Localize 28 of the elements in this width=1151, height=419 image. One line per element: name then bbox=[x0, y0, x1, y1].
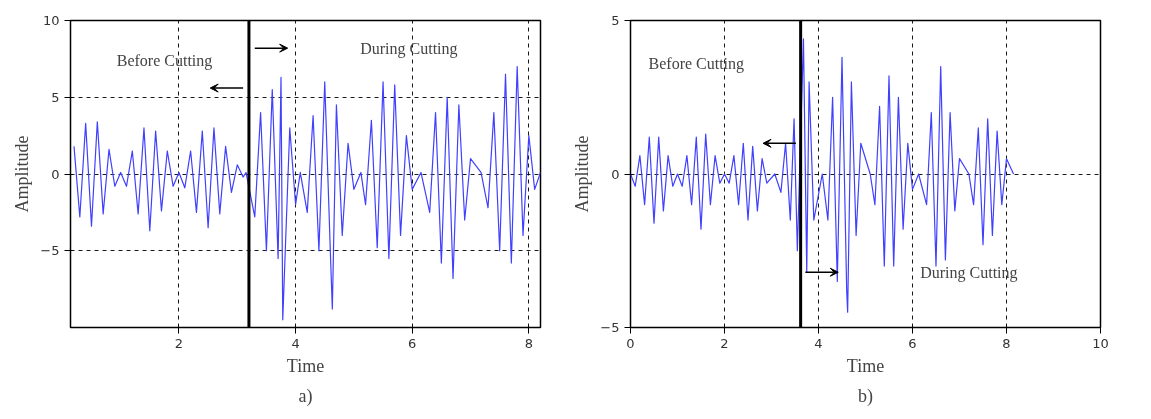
y-tick-label: −5 bbox=[40, 243, 60, 259]
annotation: During Cutting bbox=[920, 263, 1018, 282]
x-tick-label: 0 bbox=[626, 335, 635, 351]
annotation: Before Cutting bbox=[648, 54, 745, 73]
y-axis-title: Amplitude bbox=[12, 135, 33, 213]
x-tick-label: 2 bbox=[174, 335, 184, 351]
text: b) bbox=[858, 385, 873, 407]
x-tick-label: 8 bbox=[1002, 335, 1011, 351]
y-tick-label: 5 bbox=[51, 89, 60, 105]
y-tick-label: 10 bbox=[42, 13, 60, 28]
y-tick-label: −5 bbox=[600, 320, 620, 335]
y-axis-title: Amplitude bbox=[572, 135, 593, 213]
x-tick-label: 4 bbox=[814, 335, 823, 351]
x-tick-label: 6 bbox=[408, 335, 417, 351]
annotation: Before Cutting bbox=[116, 51, 213, 70]
line-series bbox=[630, 38, 1015, 313]
x-tick-label: 2 bbox=[720, 335, 729, 351]
y-tick-label: 0 bbox=[51, 166, 60, 182]
x-tick-label: 8 bbox=[524, 335, 533, 351]
x-tick-label: 6 bbox=[908, 335, 917, 351]
text: a) bbox=[298, 385, 313, 407]
x-tick-label: 10 bbox=[1092, 335, 1109, 351]
y-tick-label: 5 bbox=[611, 13, 620, 28]
annotation: During Cutting bbox=[360, 39, 458, 58]
x-axis-title: Time bbox=[846, 355, 885, 376]
x-axis-title: Time bbox=[286, 355, 325, 376]
y-tick-label: 0 bbox=[611, 166, 620, 182]
x-tick-label: 4 bbox=[291, 335, 300, 351]
